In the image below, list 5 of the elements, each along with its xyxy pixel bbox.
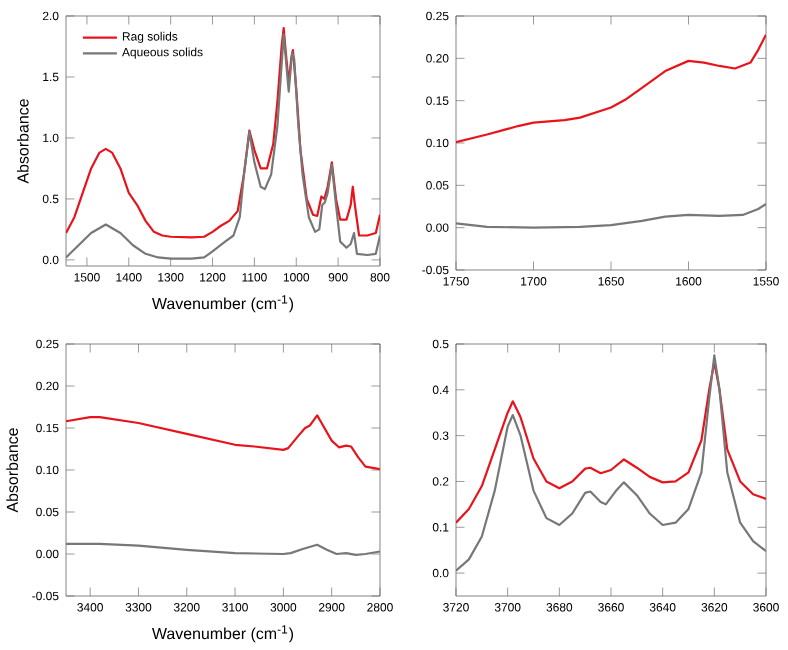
line-series <box>456 361 767 524</box>
line-series <box>456 354 767 572</box>
line-series <box>456 202 766 229</box>
line-series <box>456 33 766 144</box>
line-series <box>66 414 380 471</box>
